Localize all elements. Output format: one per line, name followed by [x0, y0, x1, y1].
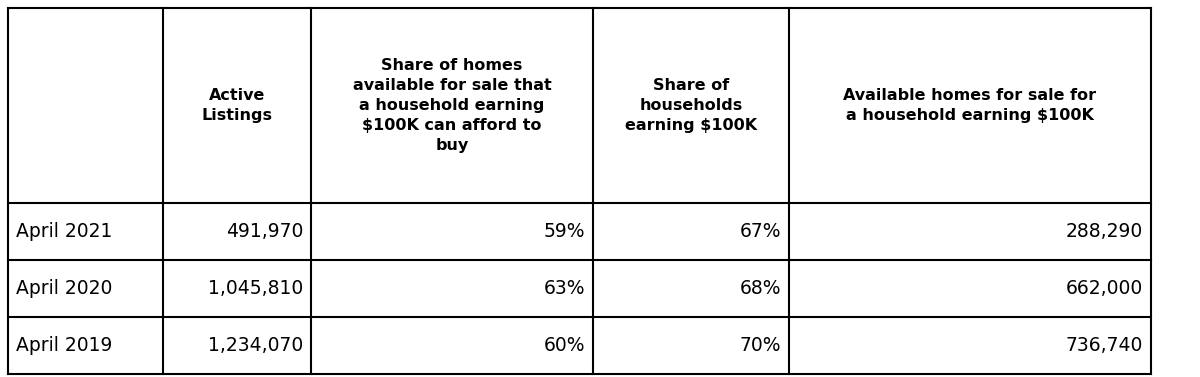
- Text: Share of
households
earning $100K: Share of households earning $100K: [625, 78, 757, 133]
- Text: 59%: 59%: [544, 222, 586, 241]
- Text: 288,290: 288,290: [1066, 222, 1142, 241]
- Text: 60%: 60%: [544, 336, 586, 355]
- Text: Share of homes
available for sale that
a household earning
$100K can afford to
b: Share of homes available for sale that a…: [353, 58, 551, 153]
- Text: Active
Listings: Active Listings: [202, 88, 272, 123]
- Text: 1,045,810: 1,045,810: [208, 279, 302, 298]
- Text: 662,000: 662,000: [1066, 279, 1142, 298]
- Text: 68%: 68%: [739, 279, 781, 298]
- Text: 67%: 67%: [739, 222, 781, 241]
- Text: 736,740: 736,740: [1066, 336, 1142, 355]
- Text: April 2020: April 2020: [16, 279, 113, 298]
- Text: 491,970: 491,970: [226, 222, 302, 241]
- Text: April 2021: April 2021: [16, 222, 113, 241]
- Text: 70%: 70%: [739, 336, 781, 355]
- Text: Available homes for sale for
a household earning $100K: Available homes for sale for a household…: [844, 88, 1097, 123]
- Text: 63%: 63%: [544, 279, 586, 298]
- Text: April 2019: April 2019: [16, 336, 113, 355]
- Text: 1,234,070: 1,234,070: [208, 336, 302, 355]
